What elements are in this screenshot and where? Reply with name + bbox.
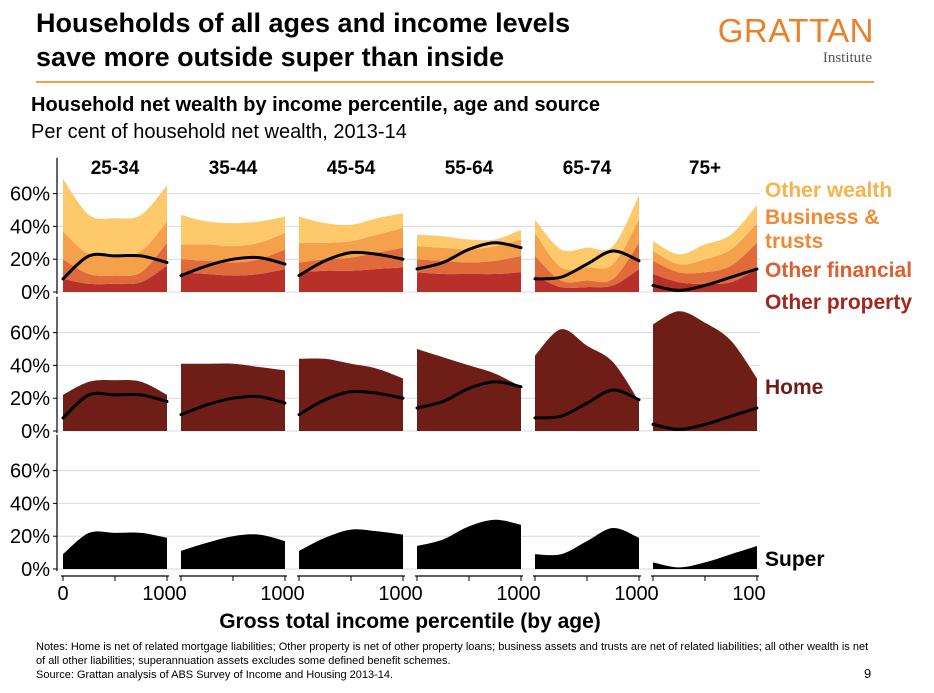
x-tick-label-75-0: 0	[647, 583, 658, 605]
super-line-other-assets-45-54	[297, 250, 405, 278]
grattan-logo: GRATTAN Institute	[717, 10, 880, 66]
area-other-assets-business-trusts-65-74	[535, 219, 639, 283]
legend-business-trusts-line-2: trusts	[765, 230, 823, 253]
area-other-assets-other-property-55-64	[417, 272, 521, 292]
y-tick-label-home-60: 60%	[10, 323, 50, 345]
legend-other-financial: Other financial	[765, 259, 912, 282]
super-line-home-65-74	[533, 388, 641, 420]
x-axis-title: Gross total income percentile (by age)	[219, 610, 601, 633]
area-other-assets-other-property-75	[653, 269, 757, 292]
chart-units-line: Per cent of household net wealth, 2013-1…	[31, 121, 407, 143]
area-super-super-65-74	[535, 527, 639, 569]
area-other-assets-other-financial-75	[653, 242, 757, 284]
area-other-assets-other-wealth-75	[653, 205, 757, 265]
y-tick-label-other-assets-20: 20%	[10, 249, 50, 271]
legend-other-wealth: Other wealth	[765, 179, 892, 202]
area-other-assets-business-trusts-75	[653, 223, 757, 274]
y-tick-label-super-20: 20%	[10, 526, 50, 548]
super-line-other-assets-25-34	[61, 252, 169, 281]
y-tick-label-other-assets-0: 0%	[21, 282, 50, 304]
logo-wordmark: GRATTAN	[717, 12, 874, 49]
legend-other-property: Other property	[765, 291, 912, 314]
age-header-65-74: 65-74	[563, 158, 612, 179]
area-other-assets-other-property-65-74	[535, 269, 639, 292]
chart-title-line-2: save more outside super than inside	[36, 42, 505, 72]
logo-subtext: Institute	[822, 50, 872, 66]
age-header-55-64: 55-64	[445, 158, 494, 179]
footnotes: Notes: Home is net of related mortgage l…	[36, 640, 876, 682]
area-other-assets-other-financial-55-64	[417, 255, 521, 275]
x-tick-label-55-64-0: 0	[411, 583, 422, 605]
x-tick-label-75-100: 100	[732, 583, 765, 605]
area-other-assets-other-wealth-35-44	[181, 214, 285, 247]
area-other-assets-other-wealth-45-54	[299, 213, 403, 243]
x-tick-label-25-34-100: 100	[142, 583, 175, 605]
area-other-assets-other-wealth-25-34	[63, 178, 167, 257]
x-tick-label-35-44-0: 0	[175, 583, 186, 605]
y-tick-label-other-assets-40: 40%	[10, 216, 50, 238]
page-number: 9	[864, 666, 872, 681]
super-line-home-55-64	[415, 380, 523, 410]
chart-title: Households of all ages and income levels…	[36, 6, 716, 74]
chart-subtitle: Household net wealth by income percentil…	[31, 94, 601, 116]
area-home-home-25-34	[63, 380, 167, 431]
x-tick-label-35-44-100: 100	[260, 583, 293, 605]
area-other-assets-other-property-45-54	[299, 267, 403, 292]
super-line-home-25-34	[61, 391, 169, 420]
super-line-other-assets-35-44	[179, 255, 287, 278]
age-header-25-34: 25-34	[91, 158, 140, 179]
area-other-assets-other-property-35-44	[181, 269, 285, 292]
x-tick-label-65-74-100: 100	[614, 583, 647, 605]
super-line-home-35-44	[179, 394, 287, 417]
y-tick-label-super-60: 60%	[10, 461, 50, 483]
area-super-super-35-44	[181, 534, 285, 569]
area-super-super-45-54	[299, 529, 403, 569]
super-line-other-assets-75	[651, 267, 759, 292]
y-tick-label-home-40: 40%	[10, 355, 50, 377]
super-line-other-assets-55-64	[415, 241, 523, 271]
x-tick-label-45-54-0: 0	[293, 583, 304, 605]
age-header-35-44: 35-44	[209, 158, 258, 179]
area-other-assets-business-trusts-25-34	[63, 221, 167, 276]
age-header-45-54: 45-54	[327, 158, 376, 179]
area-home-home-45-54	[299, 358, 403, 431]
legend-super: Super	[765, 548, 825, 571]
legend-home: Home	[765, 376, 823, 399]
area-other-assets-other-property-25-34	[63, 265, 167, 292]
y-tick-label-super-0: 0%	[21, 559, 50, 581]
footnote-source: Source: Grattan analysis of ABS Survey o…	[36, 669, 394, 681]
y-tick-label-home-20: 20%	[10, 388, 50, 410]
wealth-by-income-chart: 25-34 35-44 45-54 55-64 65-74 75+ 0% 20% 40% 60% 0…	[10, 157, 912, 633]
y-tick-label-super-40: 40%	[10, 493, 50, 515]
super-line-home-75	[651, 406, 759, 431]
area-other-assets-business-trusts-45-54	[299, 228, 403, 263]
area-home-home-65-74	[535, 329, 639, 431]
area-super-super-55-64	[417, 519, 521, 569]
header-divider	[36, 81, 874, 83]
super-line-home-45-54	[297, 389, 405, 417]
area-other-assets-business-trusts-35-44	[181, 233, 285, 263]
area-other-assets-other-financial-25-34	[63, 242, 167, 285]
x-tick-label-45-54-100: 100	[378, 583, 411, 605]
area-super-super-75	[653, 546, 757, 569]
x-tick-label-25-34-0: 0	[57, 583, 68, 605]
area-super-super-25-34	[63, 531, 167, 569]
age-header-75: 75+	[689, 158, 721, 179]
y-tick-label-home-0: 0%	[21, 421, 50, 443]
y-tick-label-other-assets-60: 60%	[10, 184, 50, 206]
super-line-other-assets-65-74	[533, 249, 641, 281]
chart-title-line-1: Households of all ages and income levels	[36, 8, 571, 38]
legend-business-trusts-line-1: Business &	[765, 206, 879, 229]
area-other-assets-other-wealth-55-64	[417, 229, 521, 250]
area-home-home-75	[653, 311, 757, 431]
x-tick-label-65-74-0: 0	[529, 583, 540, 605]
footnote-notes: Notes: Home is net of related mortgage l…	[36, 641, 869, 667]
x-tick-label-55-64-100: 100	[496, 583, 529, 605]
